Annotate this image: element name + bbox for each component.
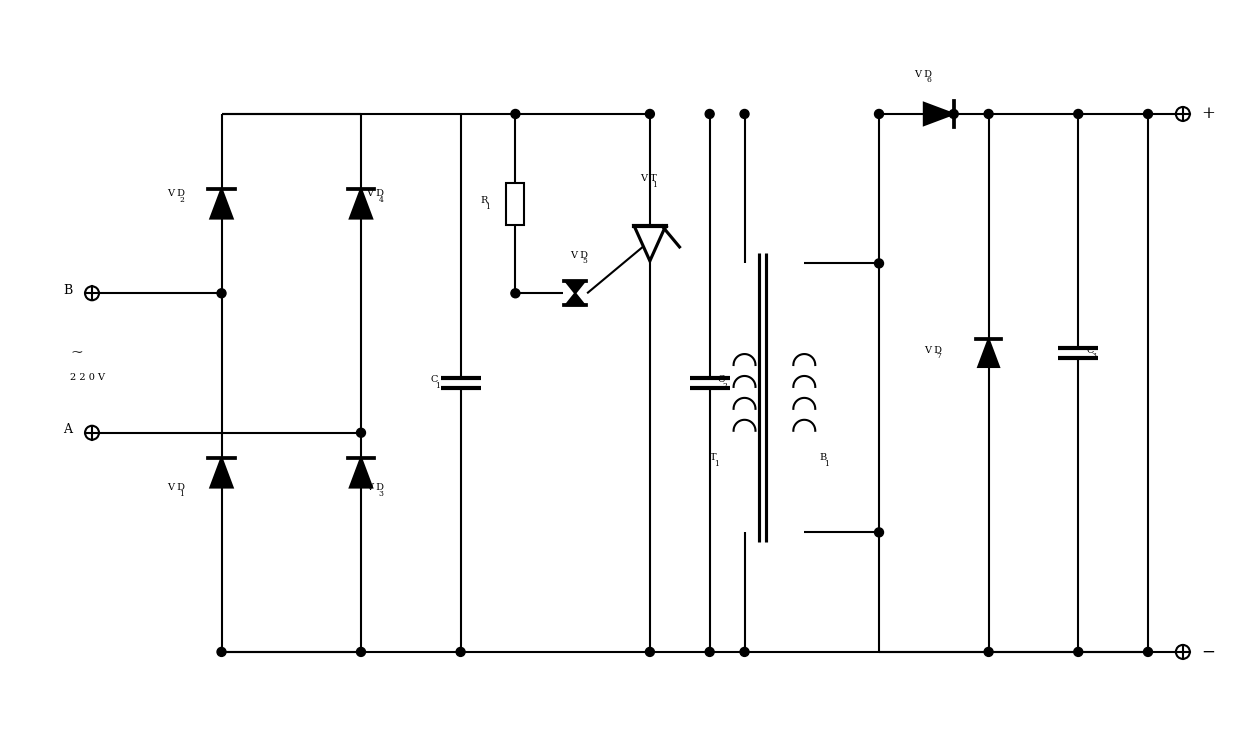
Circle shape bbox=[740, 647, 749, 656]
Text: C: C bbox=[1086, 345, 1094, 355]
Text: V D: V D bbox=[166, 483, 185, 492]
Circle shape bbox=[1074, 109, 1083, 119]
Polygon shape bbox=[565, 281, 585, 293]
Text: V D: V D bbox=[366, 189, 384, 198]
Circle shape bbox=[357, 428, 366, 437]
Text: 7: 7 bbox=[936, 352, 941, 360]
Polygon shape bbox=[924, 103, 954, 125]
Text: C: C bbox=[718, 375, 725, 384]
Text: 6: 6 bbox=[926, 76, 931, 84]
Text: 4: 4 bbox=[378, 196, 383, 204]
Text: R: R bbox=[481, 196, 487, 205]
Text: T: T bbox=[709, 453, 717, 462]
Text: 1: 1 bbox=[825, 460, 830, 468]
Text: 1: 1 bbox=[435, 382, 440, 390]
Circle shape bbox=[1143, 647, 1152, 656]
Circle shape bbox=[1143, 109, 1152, 119]
Circle shape bbox=[217, 289, 226, 298]
Text: 2: 2 bbox=[723, 382, 728, 390]
Text: B: B bbox=[820, 453, 827, 462]
Text: 2 2 0 V: 2 2 0 V bbox=[69, 373, 104, 383]
Circle shape bbox=[985, 647, 993, 656]
Circle shape bbox=[874, 259, 883, 268]
Circle shape bbox=[645, 109, 655, 119]
Circle shape bbox=[706, 109, 714, 119]
Circle shape bbox=[874, 528, 883, 537]
Circle shape bbox=[706, 647, 714, 656]
Text: A: A bbox=[63, 423, 72, 436]
Text: 3: 3 bbox=[1091, 352, 1096, 360]
Circle shape bbox=[456, 647, 465, 656]
Polygon shape bbox=[978, 339, 999, 367]
Polygon shape bbox=[211, 188, 233, 218]
Circle shape bbox=[511, 109, 520, 119]
Text: 1: 1 bbox=[652, 181, 657, 188]
Circle shape bbox=[740, 109, 749, 119]
Circle shape bbox=[645, 647, 655, 656]
Text: 5: 5 bbox=[583, 257, 588, 265]
Text: V D: V D bbox=[924, 345, 942, 355]
Bar bbox=[506, 183, 525, 224]
Circle shape bbox=[985, 109, 993, 119]
Text: 3: 3 bbox=[378, 490, 383, 498]
Text: 1: 1 bbox=[485, 202, 490, 210]
Polygon shape bbox=[350, 457, 372, 487]
Text: B: B bbox=[63, 284, 72, 297]
Text: V T: V T bbox=[640, 174, 657, 183]
Polygon shape bbox=[634, 226, 666, 261]
Text: 1: 1 bbox=[714, 460, 719, 468]
Circle shape bbox=[357, 647, 366, 656]
Text: 1: 1 bbox=[180, 490, 184, 498]
Circle shape bbox=[950, 109, 959, 119]
Circle shape bbox=[511, 289, 520, 298]
Text: V D: V D bbox=[914, 70, 932, 78]
Circle shape bbox=[874, 109, 883, 119]
Polygon shape bbox=[350, 188, 372, 218]
Circle shape bbox=[217, 647, 226, 656]
Text: V D: V D bbox=[366, 483, 384, 492]
Circle shape bbox=[1074, 647, 1083, 656]
Text: V D: V D bbox=[570, 251, 588, 260]
Text: C: C bbox=[430, 375, 438, 384]
Text: 2: 2 bbox=[180, 196, 184, 204]
Text: +: + bbox=[1200, 106, 1215, 122]
Text: ~: ~ bbox=[71, 346, 83, 360]
Polygon shape bbox=[565, 293, 585, 305]
Polygon shape bbox=[211, 457, 233, 487]
Text: V D: V D bbox=[166, 189, 185, 198]
Text: −: − bbox=[1200, 644, 1215, 660]
